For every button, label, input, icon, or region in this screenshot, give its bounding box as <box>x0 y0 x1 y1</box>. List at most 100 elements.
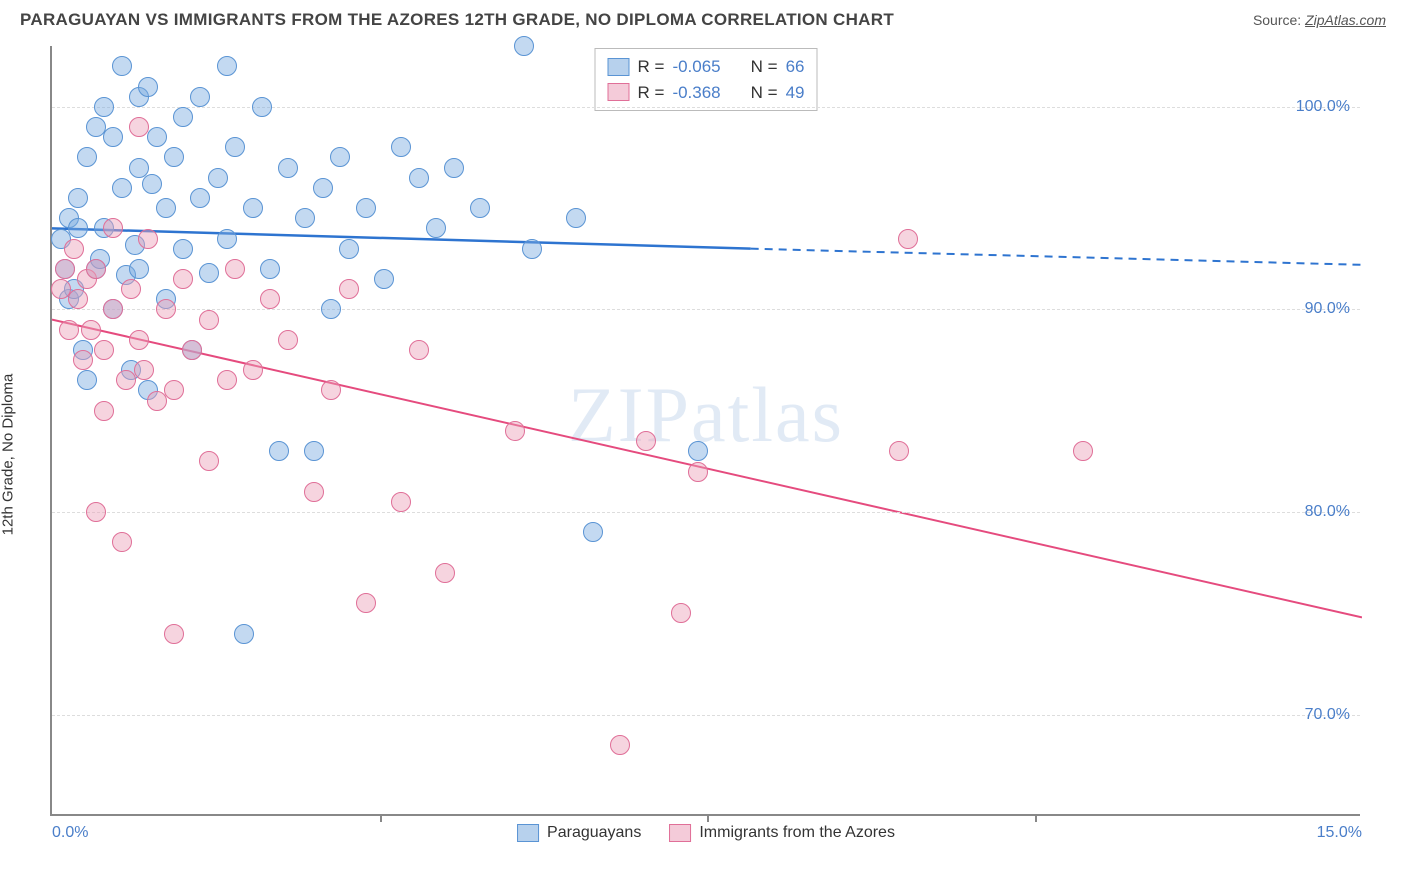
scatter-point <box>278 330 298 350</box>
scatter-point <box>138 77 158 97</box>
scatter-point <box>313 178 333 198</box>
scatter-point <box>374 269 394 289</box>
y-tick-label: 90.0% <box>1305 300 1350 318</box>
scatter-point <box>73 350 93 370</box>
scatter-point <box>269 441 289 461</box>
x-tick-mark <box>1035 814 1037 822</box>
scatter-point <box>409 168 429 188</box>
scatter-point <box>321 380 341 400</box>
scatter-point <box>688 462 708 482</box>
scatter-point <box>260 259 280 279</box>
gridline-h <box>52 309 1360 310</box>
trend-lines <box>52 46 1362 816</box>
scatter-point <box>121 279 141 299</box>
scatter-point <box>304 441 324 461</box>
legend-item: Immigrants from the Azores <box>669 824 895 842</box>
scatter-point <box>199 451 219 471</box>
scatter-point <box>243 360 263 380</box>
plot-area: ZIPatlas R = -0.065N = 66R = -0.368N = 4… <box>50 46 1360 816</box>
scatter-point <box>164 624 184 644</box>
legend-swatch-icon <box>517 824 539 842</box>
scatter-point <box>190 188 210 208</box>
chart-title: PARAGUAYAN VS IMMIGRANTS FROM THE AZORES… <box>20 10 894 30</box>
scatter-point <box>59 320 79 340</box>
source-link[interactable]: ZipAtlas.com <box>1305 12 1386 28</box>
scatter-point <box>112 532 132 552</box>
scatter-point <box>173 239 193 259</box>
scatter-point <box>173 269 193 289</box>
scatter-point <box>81 320 101 340</box>
scatter-point <box>68 188 88 208</box>
scatter-point <box>470 198 490 218</box>
scatter-point <box>156 198 176 218</box>
scatter-point <box>103 127 123 147</box>
scatter-point <box>391 492 411 512</box>
scatter-point <box>134 360 154 380</box>
r-value: -0.065 <box>672 54 720 80</box>
source-prefix: Source: <box>1253 12 1305 28</box>
scatter-point <box>129 117 149 137</box>
scatter-point <box>94 340 114 360</box>
scatter-point <box>68 289 88 309</box>
legend-swatch-icon <box>669 824 691 842</box>
trend-line-dashed <box>751 249 1362 265</box>
scatter-point <box>164 147 184 167</box>
y-axis-label: 12th Grade, No Diploma <box>0 374 17 536</box>
scatter-point <box>426 218 446 238</box>
scatter-point <box>94 401 114 421</box>
scatter-point <box>671 603 691 623</box>
scatter-point <box>225 137 245 157</box>
scatter-point <box>86 259 106 279</box>
legend-item: Paraguayans <box>517 824 641 842</box>
scatter-point <box>898 229 918 249</box>
scatter-point <box>129 259 149 279</box>
r-label: R = <box>638 54 665 80</box>
gridline-h <box>52 107 1360 108</box>
scatter-point <box>217 229 237 249</box>
scatter-point <box>260 289 280 309</box>
scatter-point <box>55 259 75 279</box>
legend-row: R = -0.065N = 66 <box>608 54 805 80</box>
scatter-point <box>278 158 298 178</box>
scatter-point <box>112 56 132 76</box>
scatter-point <box>199 310 219 330</box>
scatter-point <box>583 522 603 542</box>
n-value: 66 <box>786 54 805 80</box>
scatter-point <box>86 502 106 522</box>
series-legend: Paraguayans Immigrants from the Azores <box>517 824 895 842</box>
r-value: -0.368 <box>672 80 720 106</box>
scatter-point <box>391 137 411 157</box>
scatter-point <box>234 624 254 644</box>
y-tick-label: 100.0% <box>1296 98 1350 116</box>
legend-row: R = -0.368N = 49 <box>608 80 805 106</box>
chart-header: PARAGUAYAN VS IMMIGRANTS FROM THE AZORES… <box>0 0 1406 36</box>
legend-series-label: Immigrants from the Azores <box>699 824 895 842</box>
y-tick-label: 70.0% <box>1305 706 1350 724</box>
scatter-point <box>173 107 193 127</box>
scatter-point <box>566 208 586 228</box>
scatter-point <box>164 380 184 400</box>
scatter-point <box>252 97 272 117</box>
scatter-point <box>77 147 97 167</box>
scatter-point <box>636 431 656 451</box>
scatter-point <box>199 263 219 283</box>
scatter-point <box>295 208 315 228</box>
scatter-point <box>505 421 525 441</box>
scatter-point <box>182 340 202 360</box>
scatter-point <box>103 299 123 319</box>
scatter-point <box>1073 441 1093 461</box>
scatter-point <box>339 279 359 299</box>
scatter-point <box>444 158 464 178</box>
legend-swatch-icon <box>608 58 630 76</box>
scatter-point <box>103 218 123 238</box>
scatter-point <box>435 563 455 583</box>
y-tick-label: 80.0% <box>1305 503 1350 521</box>
x-tick-label: 15.0% <box>1317 824 1362 842</box>
scatter-point <box>321 299 341 319</box>
scatter-point <box>243 198 263 218</box>
scatter-point <box>129 330 149 350</box>
correlation-legend: R = -0.065N = 66R = -0.368N = 49 <box>595 48 818 111</box>
scatter-point <box>356 593 376 613</box>
scatter-point <box>688 441 708 461</box>
n-value: 49 <box>786 80 805 106</box>
